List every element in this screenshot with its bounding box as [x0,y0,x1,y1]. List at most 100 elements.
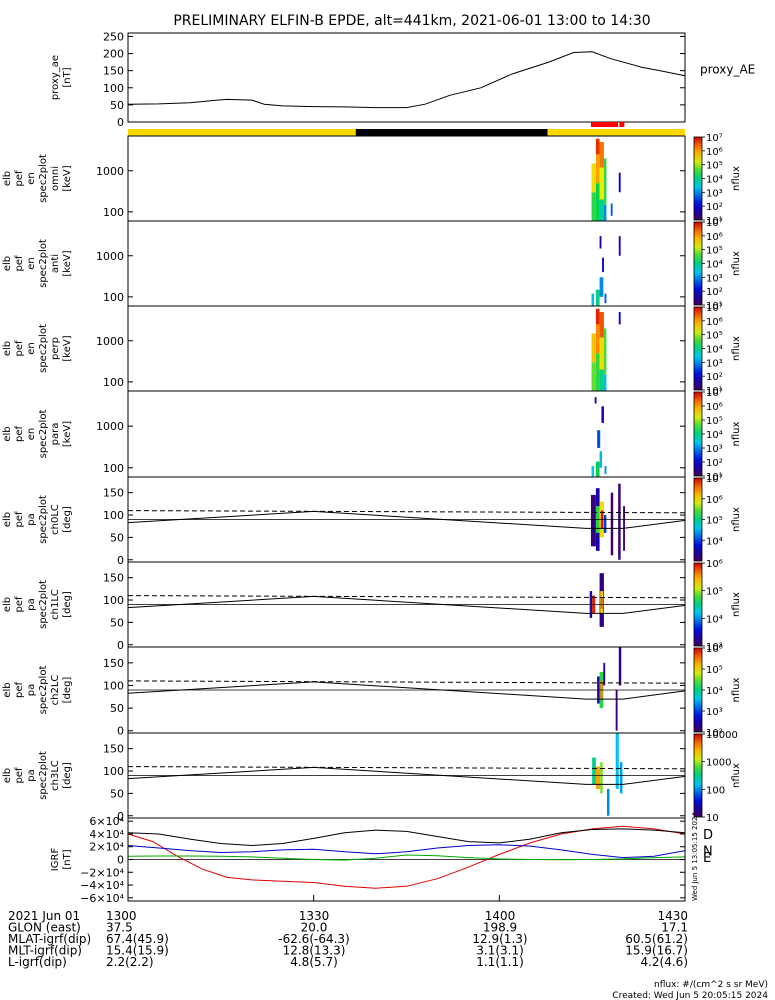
colorbar-tick-label: 10⁴ [706,686,723,697]
colorbar-tick-label: 100 [706,785,725,796]
colorbar-tick-label: 10² [706,372,723,383]
heatmap-cell [603,204,607,221]
y-axis-label: pef [14,340,25,357]
y-tick-label: 50 [110,702,124,715]
y-axis-label: pef [14,426,25,443]
y-axis-label: [deg] [62,677,73,704]
colorbar [693,306,703,391]
colorbar-tick-label: 10⁵ [706,331,723,342]
heatmap-cell [618,236,621,256]
loss-cone-line [127,510,686,529]
y-tick-label: 50 [110,99,124,112]
y-tick-label: 250 [103,30,124,43]
colorbar-label: nflux [731,166,742,191]
heatmap-cell [599,312,604,338]
y-axis-label: en [26,172,37,185]
colorbar-tick-label: 10⁷ [706,303,723,314]
colorbar-tick-label: 10⁷ [706,474,723,485]
y-axis-label: spec2plot [38,666,49,715]
anti-loss-cone-line [127,595,686,599]
panel-pa_ch3: 150 100 50 0 elb pef pa spec2plot ch3LC [deg] 1000… [2,730,742,824]
y-axis-label: [keV] [62,335,73,361]
colorbar-tick-label: 10⁴ [706,260,723,271]
ephemeris-cell: 1300 [106,909,137,923]
y-axis-label: elb [2,426,13,441]
y-axis-label: en [26,342,37,355]
heatmap-cell [595,154,600,184]
y-tick-label: −6×10⁴ [80,892,124,905]
heatmap-cell [620,762,623,794]
colorbar-tick-label: 10² [706,728,723,739]
igrf-series-line [127,825,686,889]
colorbar-tick-label: 10 [706,813,719,824]
y-tick-label: 150 [103,657,124,670]
heatmap-cell [591,466,595,477]
footer-created: Created: Wed Jun 5 20:05:15 2024 [612,991,768,1000]
heatmap-cell [599,199,604,221]
colorbar-tick-label: 10⁵ [706,665,723,676]
ephemeris-cell: 15.9(16.7) [625,944,688,958]
panel-spec_para: 1000 100 elb pef en spec2plot para [keV] 10⁷ 10⁶ 1… [2,388,742,483]
ephemeris-cell: -62.6(-64.3) [278,932,349,946]
y-axis-label: spec2plot [38,154,49,203]
colorbar-label: nflux [731,251,742,276]
y-axis-label: spec2plot [38,239,49,288]
panel-spec_perp: 1000 100 elb pef en spec2plot perp [keV] 10⁷ 10⁶ 1… [2,303,742,397]
colorbar-tick-label: 10⁵ [706,516,723,527]
heatmap-cell [595,324,600,354]
colorbar-tick-label: 10¹ [706,301,723,312]
y-tick-label: 150 [103,65,124,78]
y-tick-label: 100 [103,594,124,607]
ephemeris-cell: 12.8(13.3) [283,944,346,958]
colorbar-tick-label: 10⁷ [706,218,723,229]
y-axis-label: pef [14,255,25,272]
y-axis-label: para [50,423,61,446]
y-axis-label: perp [50,337,61,360]
ephemeris-table: 2021 Jun 01 1300 1330 1400 1430 GLON (east) 37… [8,909,688,969]
colorbar-label: nflux [731,507,742,532]
colorbar [693,562,703,647]
y-axis-label: spec2plot [38,495,49,544]
colorbar-label: nflux [731,763,742,788]
heatmap-cell [603,158,607,205]
igrf-series-line [127,828,686,847]
y-axis-label: spec2plot [38,324,49,373]
y-tick-label: 100 [103,206,124,219]
ephemeris-cell: 60.5(61.2) [625,932,688,946]
y-axis-label: anti [50,254,61,273]
heatmap-cell [594,397,597,404]
heatmap-cell [599,236,602,249]
y-tick-label: 100 [103,291,124,304]
y-tick-label: 1000 [96,250,124,263]
heatmap-cell [591,163,596,193]
heatmap-cell [595,138,600,155]
y-axis-label: proxy_ae [50,55,61,100]
heatmap-cell [591,293,595,306]
panel-orbit_bar [128,122,685,136]
ephemeris-cell: 1330 [299,909,330,923]
colorbar-tick-label: 10⁴ [706,614,723,625]
y-axis-label: elb [2,341,13,356]
heatmap-cell [603,328,607,375]
heatmap-cell [602,257,604,273]
y-axis-label: pef [14,596,25,613]
ephemeris-row: GLON (east) 37.5 20.0 198.9 17.1 [8,921,688,935]
side-stamp: Wed Jun 5 13:05:15 2024 [691,812,699,901]
y-axis-label: IGRF [50,848,61,872]
y-axis-label: pef [14,682,25,699]
y-tick-label: 100 [103,765,124,778]
anti-loss-cone-line [127,680,686,684]
y-tick-label: 100 [103,679,124,692]
ephemeris-cell: 1400 [485,909,516,923]
igrf-series-label: E [703,851,711,866]
y-axis-label: elb [2,256,13,271]
heatmap-cell [600,762,603,794]
y-tick-label: 100 [103,462,124,475]
colorbar-tick-label: 10⁵ [706,587,723,598]
y-tick-label: 0 [117,554,124,567]
y-tick-label: 50 [110,616,124,629]
colorbar [693,647,703,733]
y-tick-label: 1000 [96,165,124,178]
ephemeris-row: L-igrf(dip) 2.2(2.2) 4.8(5.7) 1.1(1.1) 4.2(4… [8,955,688,969]
